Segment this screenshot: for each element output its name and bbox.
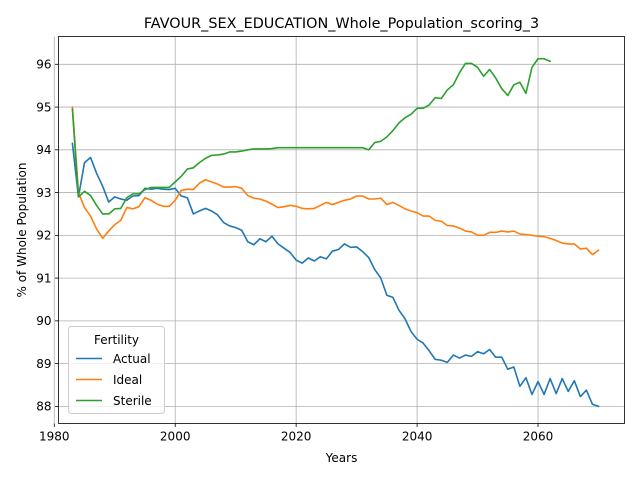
chart-title: FAVOUR_SEX_EDUCATION_Whole_Population_sc…: [144, 16, 539, 32]
y-axis: 88 89 90 91 92 93 94 95 96: [36, 58, 59, 414]
x-tick-label: 2020: [281, 430, 312, 444]
x-tick-label: 2040: [402, 430, 433, 444]
y-tick-label: 94: [36, 143, 51, 157]
x-tick-label: 2000: [160, 430, 191, 444]
y-tick-label: 90: [36, 314, 51, 328]
y-tick-label: 93: [36, 186, 51, 200]
x-axis: 1980 2000 2020 2040 2060: [39, 423, 554, 444]
y-tick-label: 91: [36, 271, 51, 285]
y-tick-label: 89: [36, 357, 51, 371]
legend-label-sterile: Sterile: [113, 394, 152, 408]
legend-entries: Actual Ideal Sterile: [76, 352, 152, 408]
legend-title: Fertility: [94, 333, 139, 347]
x-tick-label: 1980: [39, 430, 70, 444]
series-line-ideal: [71, 106, 600, 256]
x-tick-label: 2060: [523, 430, 554, 444]
legend-label-actual: Actual: [113, 352, 151, 366]
y-tick-label: 92: [36, 229, 51, 243]
y-axis-label: % of Whole Population: [15, 163, 29, 298]
y-tick-label: 95: [36, 100, 51, 114]
x-axis-label: Years: [325, 451, 358, 465]
plot-frame: [58, 36, 625, 424]
y-tick-label: 88: [36, 400, 51, 414]
series-lines: [71, 57, 600, 408]
y-tick-label: 96: [36, 58, 51, 72]
series-line-actual: [71, 142, 600, 408]
legend-label-ideal: Ideal: [113, 373, 142, 387]
legend: Fertility Actual Ideal Sterile: [68, 326, 165, 414]
series-line-sterile: [71, 57, 552, 215]
legend-box: [68, 326, 165, 414]
